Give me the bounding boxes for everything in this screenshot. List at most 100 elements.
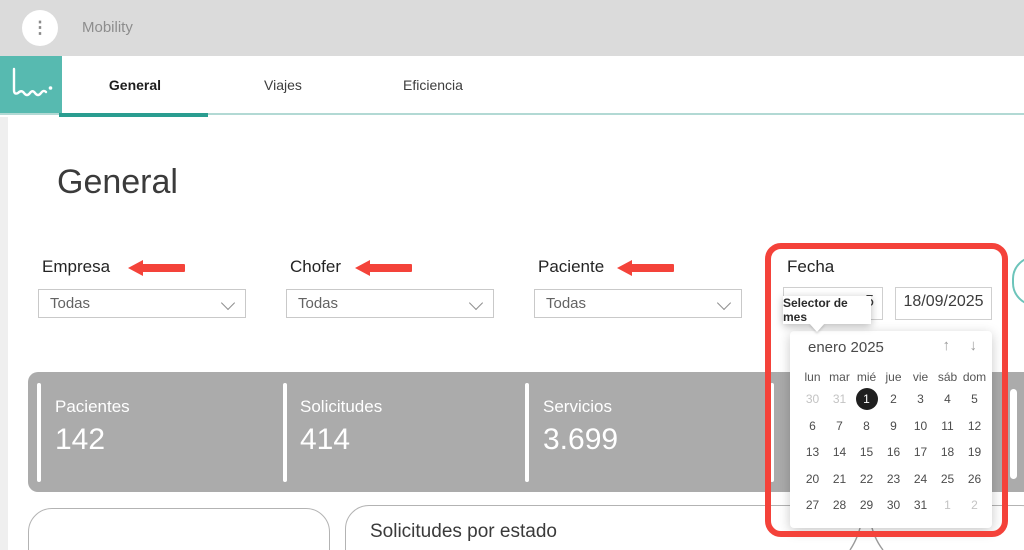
calendar-day[interactable]: 18 <box>940 445 955 459</box>
tooltip-text: Selector de mes <box>783 296 848 324</box>
calendar-day[interactable]: 20 <box>805 471 820 486</box>
calendar-day[interactable]: 31 <box>913 498 928 512</box>
calendar-month-label[interactable]: enero 2025 <box>808 339 884 356</box>
calendar-day[interactable]: 2 <box>890 392 897 406</box>
stat-accent-bar <box>37 383 41 482</box>
end-date-input[interactable]: 18/09/2025 <box>895 287 992 320</box>
calendar-day[interactable]: 1 <box>853 387 880 411</box>
red-arrow-chofer-icon <box>355 260 413 276</box>
stat-pacientes-label: Pacientes <box>55 397 130 416</box>
chevron-down-icon <box>468 295 484 311</box>
paciente-dropdown[interactable]: Todas <box>534 289 742 318</box>
page-title: General <box>57 163 178 201</box>
calendar-day[interactable]: 30 <box>805 392 820 406</box>
calendar-weekday: mar <box>829 370 850 384</box>
calendar-day[interactable]: 25 <box>940 471 955 486</box>
calendar-weekday-row: lun mar mié jue vie sáb dom <box>799 365 988 389</box>
calendar-week-row: 27 28 29 30 31 1 2 <box>799 493 988 517</box>
stat-solicitudes-label: Solicitudes <box>300 397 383 416</box>
calendar-day[interactable]: 3 <box>917 392 924 406</box>
calendar-day[interactable]: 16 <box>886 445 901 459</box>
chevron-down-icon <box>716 295 732 311</box>
calendar-week-row: 13 14 15 16 17 18 19 <box>799 440 988 464</box>
calendar-weekday: mié <box>856 370 877 384</box>
calendar-week-row: 30 31 1 2 3 4 5 <box>799 387 988 411</box>
tooltip-pointer <box>809 323 825 332</box>
calendar-day[interactable]: 8 <box>863 418 870 433</box>
calendar-day[interactable]: 31 <box>832 392 847 406</box>
calendar-weekday: jue <box>885 370 902 384</box>
calendar-day[interactable]: 2 <box>971 498 978 512</box>
calendar-day[interactable]: 10 <box>913 418 928 433</box>
filter-label-empresa: Empresa <box>42 257 111 276</box>
stat-solicitudes-value: 414 <box>300 423 351 456</box>
filter-label-paciente: Paciente <box>538 257 605 276</box>
kebab-menu-icon: ⋮ <box>31 18 49 37</box>
calendar-day[interactable]: 4 <box>944 392 951 406</box>
calendar-weekday: lun <box>804 370 821 384</box>
filter-label-chofer: Chofer <box>290 257 342 276</box>
calendar-day[interactable]: 27 <box>805 498 820 512</box>
paciente-dropdown-value: Todas <box>546 295 587 312</box>
red-arrow-paciente-icon <box>617 260 675 276</box>
calendar-day[interactable]: 13 <box>805 445 820 459</box>
month-selector-tooltip: Selector de mes <box>783 296 871 332</box>
tab-eficiencia-label: Eficiencia <box>403 76 463 93</box>
calendar-day[interactable]: 21 <box>832 471 847 486</box>
kebab-menu-button[interactable]: ⋮ <box>22 10 58 46</box>
calendar-day[interactable]: 9 <box>890 418 897 433</box>
calendar-day[interactable]: 5 <box>971 392 978 406</box>
stat-accent-bar <box>770 383 774 482</box>
calendar-prev-month-icon[interactable]: ↑ <box>942 337 951 354</box>
calendar-popup: enero 2025 ↑ ↓ lun mar mié jue vie sáb dom 30 3… <box>790 331 992 528</box>
stat-accent-bar <box>283 383 287 482</box>
active-tab-underline <box>59 113 208 117</box>
app-title: Mobility <box>82 19 133 36</box>
calendar-weekday: sáb <box>937 370 958 384</box>
calendar-week-row: 20 21 22 23 24 25 26 <box>799 467 988 491</box>
calendar-day[interactable]: 19 <box>967 445 982 459</box>
chofer-dropdown[interactable]: Todas <box>286 289 494 318</box>
calendar-day[interactable]: 26 <box>967 471 982 486</box>
stat-accent-bar <box>1010 389 1017 479</box>
calendar-day[interactable]: 15 <box>859 445 874 459</box>
calendar-next-month-icon[interactable]: ↓ <box>969 337 978 354</box>
stat-pacientes-value: 142 <box>55 423 106 456</box>
solicitudes-por-estado-title: Solicitudes por estado <box>370 521 557 542</box>
calendar-day[interactable]: 29 <box>859 498 874 512</box>
calendar-day[interactable]: 1 <box>944 498 951 512</box>
tab-general-label: General <box>108 76 162 93</box>
left-edge-strip <box>0 117 8 550</box>
empresa-dropdown[interactable]: Todas <box>38 289 246 318</box>
calendar-day[interactable]: 22 <box>859 471 874 486</box>
bottom-left-card <box>28 508 330 550</box>
end-date-value: 18/09/2025 <box>903 293 984 310</box>
calendar-day[interactable]: 23 <box>886 471 901 486</box>
calendar-day[interactable]: 17 <box>913 445 928 459</box>
calendar-weekday: vie <box>912 370 929 384</box>
tab-general[interactable]: General <box>62 56 208 113</box>
red-arrow-empresa-icon <box>128 260 186 276</box>
tab-viajes[interactable]: Viajes <box>208 56 358 113</box>
stat-servicios-value: 3.699 <box>543 423 619 456</box>
calendar-week-row: 6 7 8 9 10 11 12 <box>799 414 988 438</box>
calendar-day[interactable]: 12 <box>967 418 982 433</box>
calendar-day[interactable]: 30 <box>886 498 901 512</box>
calendar-day[interactable]: 7 <box>836 418 843 433</box>
calendar-weekday: dom <box>962 370 987 384</box>
tab-viajes-label: Viajes <box>264 76 302 93</box>
tab-bar: General Viajes Eficiencia <box>0 56 1024 113</box>
tab-eficiencia[interactable]: Eficiencia <box>358 56 508 113</box>
clipped-right-button[interactable] <box>1012 256 1024 306</box>
tabs-divider <box>0 113 1024 115</box>
calendar-day[interactable]: 6 <box>809 418 816 433</box>
calendar-day[interactable]: 28 <box>832 498 847 512</box>
calendar-day[interactable]: 24 <box>913 471 928 486</box>
chevron-down-icon <box>220 295 236 311</box>
chofer-dropdown-value: Todas <box>298 295 339 312</box>
stat-servicios-label: Servicios <box>543 397 612 416</box>
calendar-day[interactable]: 11 <box>941 418 954 433</box>
brand-logo <box>0 56 62 113</box>
calendar-day[interactable]: 14 <box>832 445 847 459</box>
